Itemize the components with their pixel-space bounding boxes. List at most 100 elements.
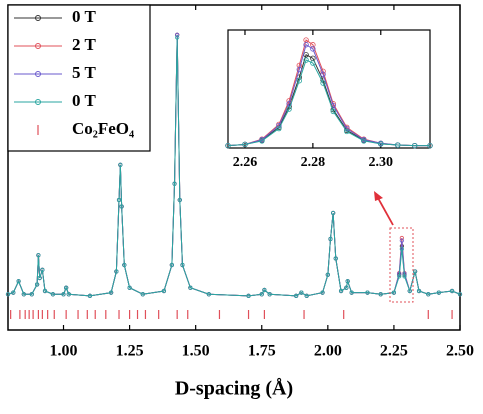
data-point [361,138,367,144]
data-point [246,293,251,298]
x-axis-label: D-spacing (Å) [175,377,293,400]
x-tick-label: 1.00 [50,343,78,360]
data-point [310,42,316,48]
data-point [140,292,145,297]
data-point [206,292,211,297]
data-point [172,181,177,186]
data-point [5,292,11,297]
data-point [29,292,34,297]
arrow [377,197,394,226]
legend-marker [35,99,41,105]
data-point [399,246,404,252]
data-point [118,162,123,167]
x-tick-label: 2.28 [301,155,326,170]
data-point [50,292,56,297]
data-point [299,290,304,295]
data-point [61,292,66,297]
inset-plot: 2.26 2.28 2.30 [225,30,433,170]
data-point [303,42,309,48]
data-point [175,35,180,40]
data-point [116,197,122,203]
x-tick-label: 1.25 [116,343,144,360]
data-point [242,141,248,148]
data-point [402,274,407,279]
data-point [338,288,344,294]
data-point [395,142,401,148]
data-point [344,285,349,290]
x-tick-label: 2.50 [446,343,474,360]
data-point [11,290,16,295]
data-point [304,293,309,298]
data-point [426,292,431,297]
data-point [296,66,302,73]
data-point [34,282,40,287]
x-tick-label: 1.50 [182,343,210,360]
data-point [37,275,42,281]
data-point [320,80,326,86]
data-point [276,125,282,132]
legend-label: Co₂FeO₄ [72,119,134,138]
data-point [330,108,336,115]
data-point [114,269,119,274]
data-point [36,253,41,258]
data-point [177,197,182,203]
data-point [328,236,333,242]
data-point [21,292,26,297]
legend-label: 0 T [72,7,96,26]
data-point [87,293,93,298]
data-point [267,292,272,297]
legend-marker [35,71,41,77]
data-point [407,288,412,294]
x-tick-label: 2.25 [380,343,408,360]
zoom-box [389,227,414,303]
data-point [412,142,418,149]
data-point [286,106,292,112]
x-tick-label: 2.00 [314,343,342,360]
data-point [397,274,402,279]
data-point [331,210,336,216]
data-point [378,292,383,297]
data-point [262,287,267,293]
data-point [344,128,350,135]
data-point [416,288,422,294]
data-point [427,142,433,149]
data-point [42,288,48,294]
data-point [399,235,404,241]
data-point [66,292,71,297]
data-point [259,138,265,144]
data-point [225,142,231,149]
main-plot: 1.00 1.25 1.50 1.75 2.00 2.25 2.50 [5,5,474,360]
data-point [457,292,463,297]
series-line [227,59,430,147]
data-point [296,78,302,84]
data-point [412,269,418,274]
legend-box [7,4,151,152]
data-point [320,290,325,295]
data-point [122,262,127,268]
data-point [333,256,338,261]
data-point [108,290,114,295]
data-point [175,32,180,38]
data-point [127,285,132,290]
data-point [161,288,167,294]
data-point [119,204,124,209]
x-tick-label: 2.30 [369,155,394,170]
data-point [188,285,193,290]
data-point [320,71,326,77]
data-point [40,267,45,272]
data-point [310,46,316,52]
data-point [399,238,404,243]
data-point [449,288,455,294]
data-point [64,285,69,290]
x-tick-label: 2.26 [233,155,258,170]
data-point [345,279,350,284]
data-point [391,290,397,295]
data-point [169,262,174,268]
data-point [259,292,264,297]
x-tick-label: 1.75 [248,343,276,360]
legend-label: 5 T [72,63,96,82]
data-point [310,60,316,66]
legend-label: 0 T [72,91,96,110]
arrow-head [374,191,383,201]
